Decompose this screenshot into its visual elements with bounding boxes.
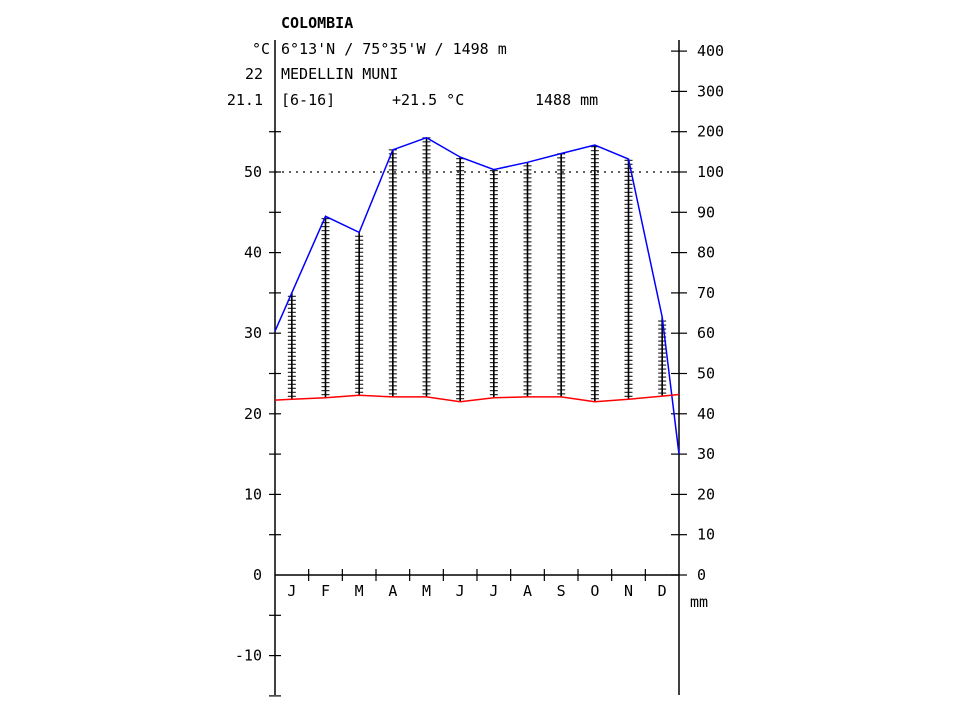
month-label: J [489, 582, 498, 600]
temp-unit-label: °C [252, 40, 270, 58]
mean-temp-label: 21.1 [227, 91, 263, 109]
left-axis-ticks: -10 0 10 20 30 40 50 [235, 131, 281, 697]
right-tick-label: 30 [697, 445, 715, 463]
right-tick-label: 20 [697, 485, 715, 503]
annual-precip-label: 1488 mm [535, 91, 598, 109]
temperature-line [274, 393, 680, 403]
right-tick-label: 400 [697, 42, 724, 60]
precipitation-line [274, 136, 680, 455]
right-tick-label: 70 [697, 284, 715, 302]
right-tick-label: 50 [697, 365, 715, 383]
month-label: D [658, 582, 667, 600]
month-label: M [355, 582, 364, 600]
right-tick-label: 80 [697, 244, 715, 262]
left-tick-label: 10 [244, 485, 262, 503]
month-label: S [557, 582, 566, 600]
right-axis-ticks: 0 10 20 30 40 50 60 70 80 90 100 200 300 400 [671, 42, 724, 584]
left-tick-label: 40 [244, 244, 262, 262]
right-tick-label: 90 [697, 203, 715, 221]
chart-title: COLOMBIA [281, 14, 353, 32]
annual-temp-label: +21.5 °C [392, 91, 464, 109]
left-tick-label: -10 [235, 647, 262, 665]
month-label: A [388, 582, 397, 600]
right-tick-label: 0 [697, 566, 706, 584]
right-tick-label: 300 [697, 82, 724, 100]
right-tick-label: 60 [697, 324, 715, 342]
month-label: J [456, 582, 465, 600]
month-label: M [422, 582, 431, 600]
right-tick-label: 100 [697, 163, 724, 181]
month-label: A [523, 582, 532, 600]
humid-period-hatching [287, 137, 667, 402]
month-label: F [321, 582, 330, 600]
station-name: MEDELLIN MUNI [281, 65, 398, 83]
left-tick-label: 30 [244, 324, 262, 342]
mm-unit-label: mm [690, 593, 708, 611]
right-tick-label: 200 [697, 123, 724, 141]
left-tick-label: 0 [253, 566, 262, 584]
period-label: [6-16] [281, 91, 335, 109]
left-tick-label: 50 [244, 163, 262, 181]
right-tick-label: 40 [697, 405, 715, 423]
left-tick-label: 20 [244, 405, 262, 423]
coordinates-label: 6°13'N / 75°35'W / 1498 m [281, 40, 507, 58]
month-label: O [590, 582, 599, 600]
month-label: J [287, 582, 296, 600]
altitude-label: 22 [245, 65, 263, 83]
month-label: N [624, 582, 633, 600]
right-tick-label: 10 [697, 526, 715, 544]
